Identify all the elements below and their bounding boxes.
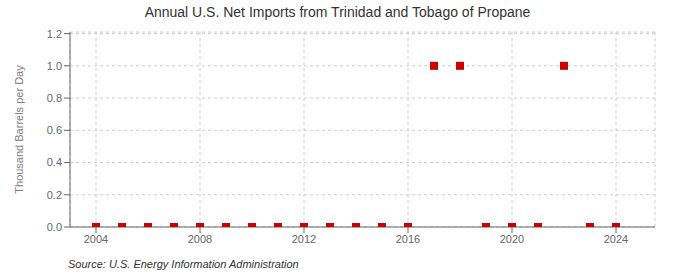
svg-text:2012: 2012 [292, 233, 316, 245]
svg-text:0.0: 0.0 [47, 221, 62, 233]
svg-text:1.0: 1.0 [47, 60, 62, 72]
html-text:Annual U.S. Net Imports from T: Annual U.S. Net Imports from Trinidad an… [144, 4, 531, 20]
svg-text:Thousand Barrels per Day: Thousand Barrels per Day [13, 65, 25, 194]
svg-text:2016: 2016 [396, 233, 420, 245]
svg-text:2020: 2020 [500, 233, 524, 245]
html-text:Source: U.S. Energy Informatio: Source: U.S. Energy Information Administ… [68, 258, 299, 270]
svg-text:2008: 2008 [188, 233, 212, 245]
svg-text:0.4: 0.4 [47, 156, 62, 168]
svg-text:0.8: 0.8 [47, 92, 62, 104]
svg-text:2004: 2004 [84, 233, 108, 245]
svg-text:0.6: 0.6 [47, 124, 62, 136]
svg-text:0.2: 0.2 [47, 189, 62, 201]
svg-text:1.2: 1.2 [47, 28, 62, 40]
svg-text:2024: 2024 [604, 233, 628, 245]
